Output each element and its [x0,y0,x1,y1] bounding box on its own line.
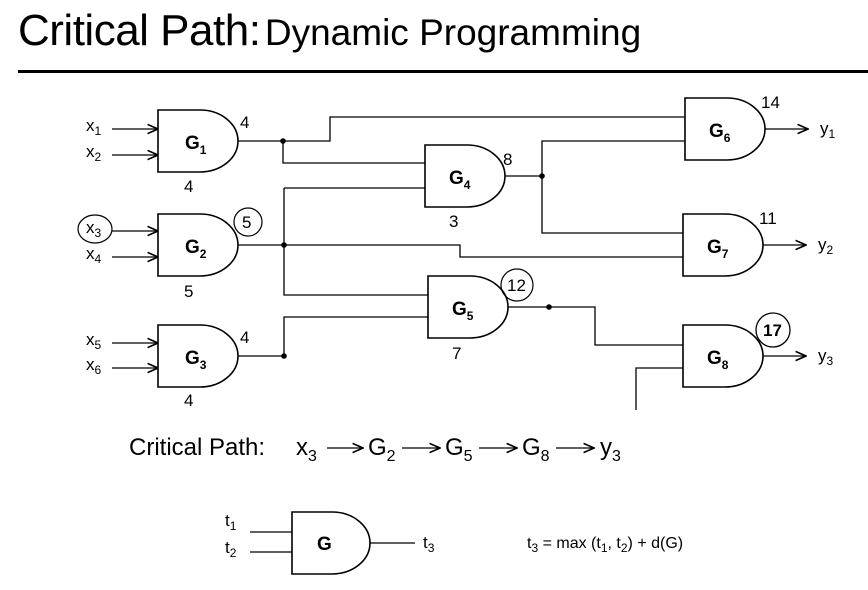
arrival-g4: 8 [503,150,512,169]
delay-g5: 7 [452,344,461,363]
gate-labels: G1 G2 G3 G4 G5 G6 G7 G8 [185,121,731,372]
output-y2: y2 [818,235,834,257]
gate-label-g8: G8 [707,348,729,372]
wire-g5-g8 [508,306,683,346]
wire-g3-g5 [238,316,428,357]
junction-dot [539,173,545,179]
arrival-g5: 12 [507,276,526,295]
legend-in2: t2 [225,538,237,560]
arrival-g3: 4 [240,328,249,347]
delay-g4: 3 [449,212,458,231]
gate-g8 [682,324,764,388]
cp-step-g2: G2 [368,434,396,465]
legend-in1: t1 [225,511,237,533]
gate-g5 [427,275,509,339]
gate-label-g1: G1 [185,133,207,157]
gate-g7 [682,213,764,277]
input-x6: x6 [86,355,102,377]
title-underline [18,70,868,73]
output-y1: y1 [820,119,836,141]
gate-delays: 4 5 4 3 7 [184,177,461,410]
gate-g3 [157,324,239,388]
input-labels: x1 x2 x3 x4 x5 x6 [77,116,113,377]
junction-dot [280,138,286,144]
legend-out: t3 [423,533,435,555]
gate-label-g2: G2 [185,237,207,261]
gate-label-g5: G5 [452,299,474,323]
critical-circle [755,312,791,348]
gate-label-g4: G4 [449,168,471,192]
wire-g2-g5 [283,188,428,296]
input-x5: x5 [86,330,102,352]
delay-g2: 5 [184,282,193,301]
wire-g1-g6 [283,116,685,142]
input-x3: x3 [86,218,102,240]
title-main: Critical Path: [18,6,261,55]
junction-dot [281,242,287,248]
legend: G t1 t2 t3 t3 = max (t1, t2) + d(G) [225,511,683,575]
legend-formula: t3 = max (t1, t2) + d(G) [527,535,683,555]
wire-g4-g6 [505,140,685,177]
input-x1: x1 [86,116,102,138]
cp-step-x3: x3 [296,434,317,465]
wire-g1-g4 [238,140,425,164]
junction-dot [546,304,552,310]
gate-g2 [157,213,239,277]
gates [157,97,766,388]
output-y3: y3 [818,346,834,368]
critical-circle [500,268,534,302]
wires [112,116,808,410]
legend-gate-label: G [317,534,332,555]
wire-g4-g7 [541,176,683,234]
delay-g1: 4 [184,177,193,196]
critical-path-label: Critical Path: [129,434,265,461]
junction-dot [281,353,287,359]
gate-g4 [424,144,506,208]
title-sub: Dynamic Programming [264,12,642,53]
page-title: Critical Path: Dynamic Programming [18,6,641,56]
arrival-times: 4 5 4 8 12 14 11 17 [233,93,791,348]
cp-step-y3: y3 [600,434,621,465]
gate-label-g7: G7 [707,237,729,261]
gate-label-g6: G6 [709,121,731,145]
legend-gate [291,511,371,575]
arrival-g1: 4 [240,113,249,132]
input-x2: x2 [86,142,102,164]
cp-step-g5: G5 [445,434,473,465]
gate-g1 [157,109,239,173]
critical-circle [77,214,113,244]
critical-path: Critical Path: x3 G2 G5 G8 y3 [129,434,621,465]
critical-circle [233,207,263,237]
arrival-g6: 14 [761,93,780,112]
arrival-g8: 17 [763,321,782,340]
wire-ext-g8 [635,367,683,410]
delay-g3: 4 [184,391,193,410]
arrival-g7: 11 [759,209,777,228]
output-labels: y1 y2 y3 [818,119,836,368]
arrival-g2: 5 [242,213,251,232]
wire-g2-g7 [238,244,683,258]
gate-label-g3: G3 [185,348,207,372]
gate-g6 [684,97,766,161]
input-x4: x4 [86,244,102,266]
cp-step-g8: G8 [522,434,550,465]
